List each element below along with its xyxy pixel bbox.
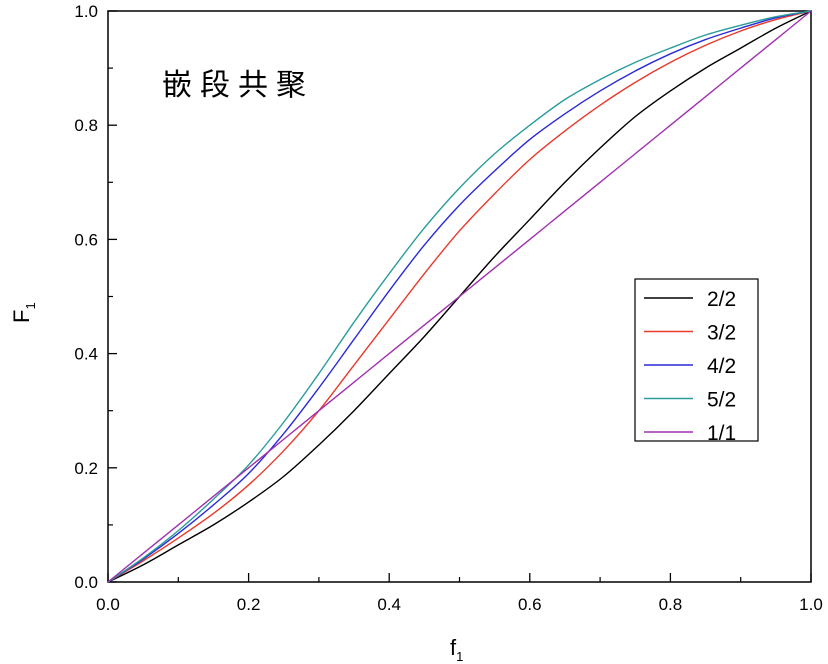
x-axis-title: f1 — [450, 635, 463, 664]
x-axis-title-main: f — [450, 635, 457, 660]
legend-label: 2/2 — [707, 288, 736, 311]
y-axis-title: F1 — [9, 302, 38, 323]
x-tick-label: 0.2 — [237, 595, 261, 614]
series-layer — [107, 10, 812, 583]
legend-label: 4/2 — [707, 355, 736, 378]
x-tick-label: 0.6 — [518, 595, 542, 614]
series-line-5-2 — [107, 10, 812, 583]
axis-ticks: 0.0 0.2 0.4 0.6 0.8 1.0 0.0 0.2 0.4 0.6 0.8 1.0 — [74, 2, 822, 614]
x-tick-label: 0.0 — [96, 595, 120, 614]
y-tick-label: 0.8 — [74, 116, 98, 135]
y-tick-label: 0.2 — [74, 459, 98, 478]
x-tick-label: 0.8 — [659, 595, 683, 614]
y-tick-label: 0.6 — [74, 230, 98, 249]
y-tick-label: 0.0 — [74, 573, 98, 592]
y-tick-label: 0.4 — [74, 345, 98, 364]
legend-label: 3/2 — [707, 322, 736, 345]
y-tick-label: 1.0 — [74, 2, 98, 21]
x-tick-label: 1.0 — [799, 595, 823, 614]
legend-label: 1/1 — [707, 422, 736, 445]
y-axis-title-sub: 1 — [23, 302, 38, 309]
x-axis-title-sub: 1 — [456, 649, 463, 664]
legend-label: 5/2 — [707, 389, 736, 412]
x-tick-label: 0.4 — [377, 595, 401, 614]
series-line-4-2 — [107, 10, 812, 583]
legend: 2/2 3/2 4/2 5/2 1/1 — [634, 278, 759, 445]
series-line-3-2 — [107, 10, 812, 583]
y-axis-title-main: F — [9, 310, 34, 323]
svg-text:F1: F1 — [9, 302, 38, 323]
annotation-label: 嵌段共聚 — [162, 68, 314, 103]
legend-box — [634, 278, 759, 442]
series-line-1-1 — [107, 10, 812, 583]
